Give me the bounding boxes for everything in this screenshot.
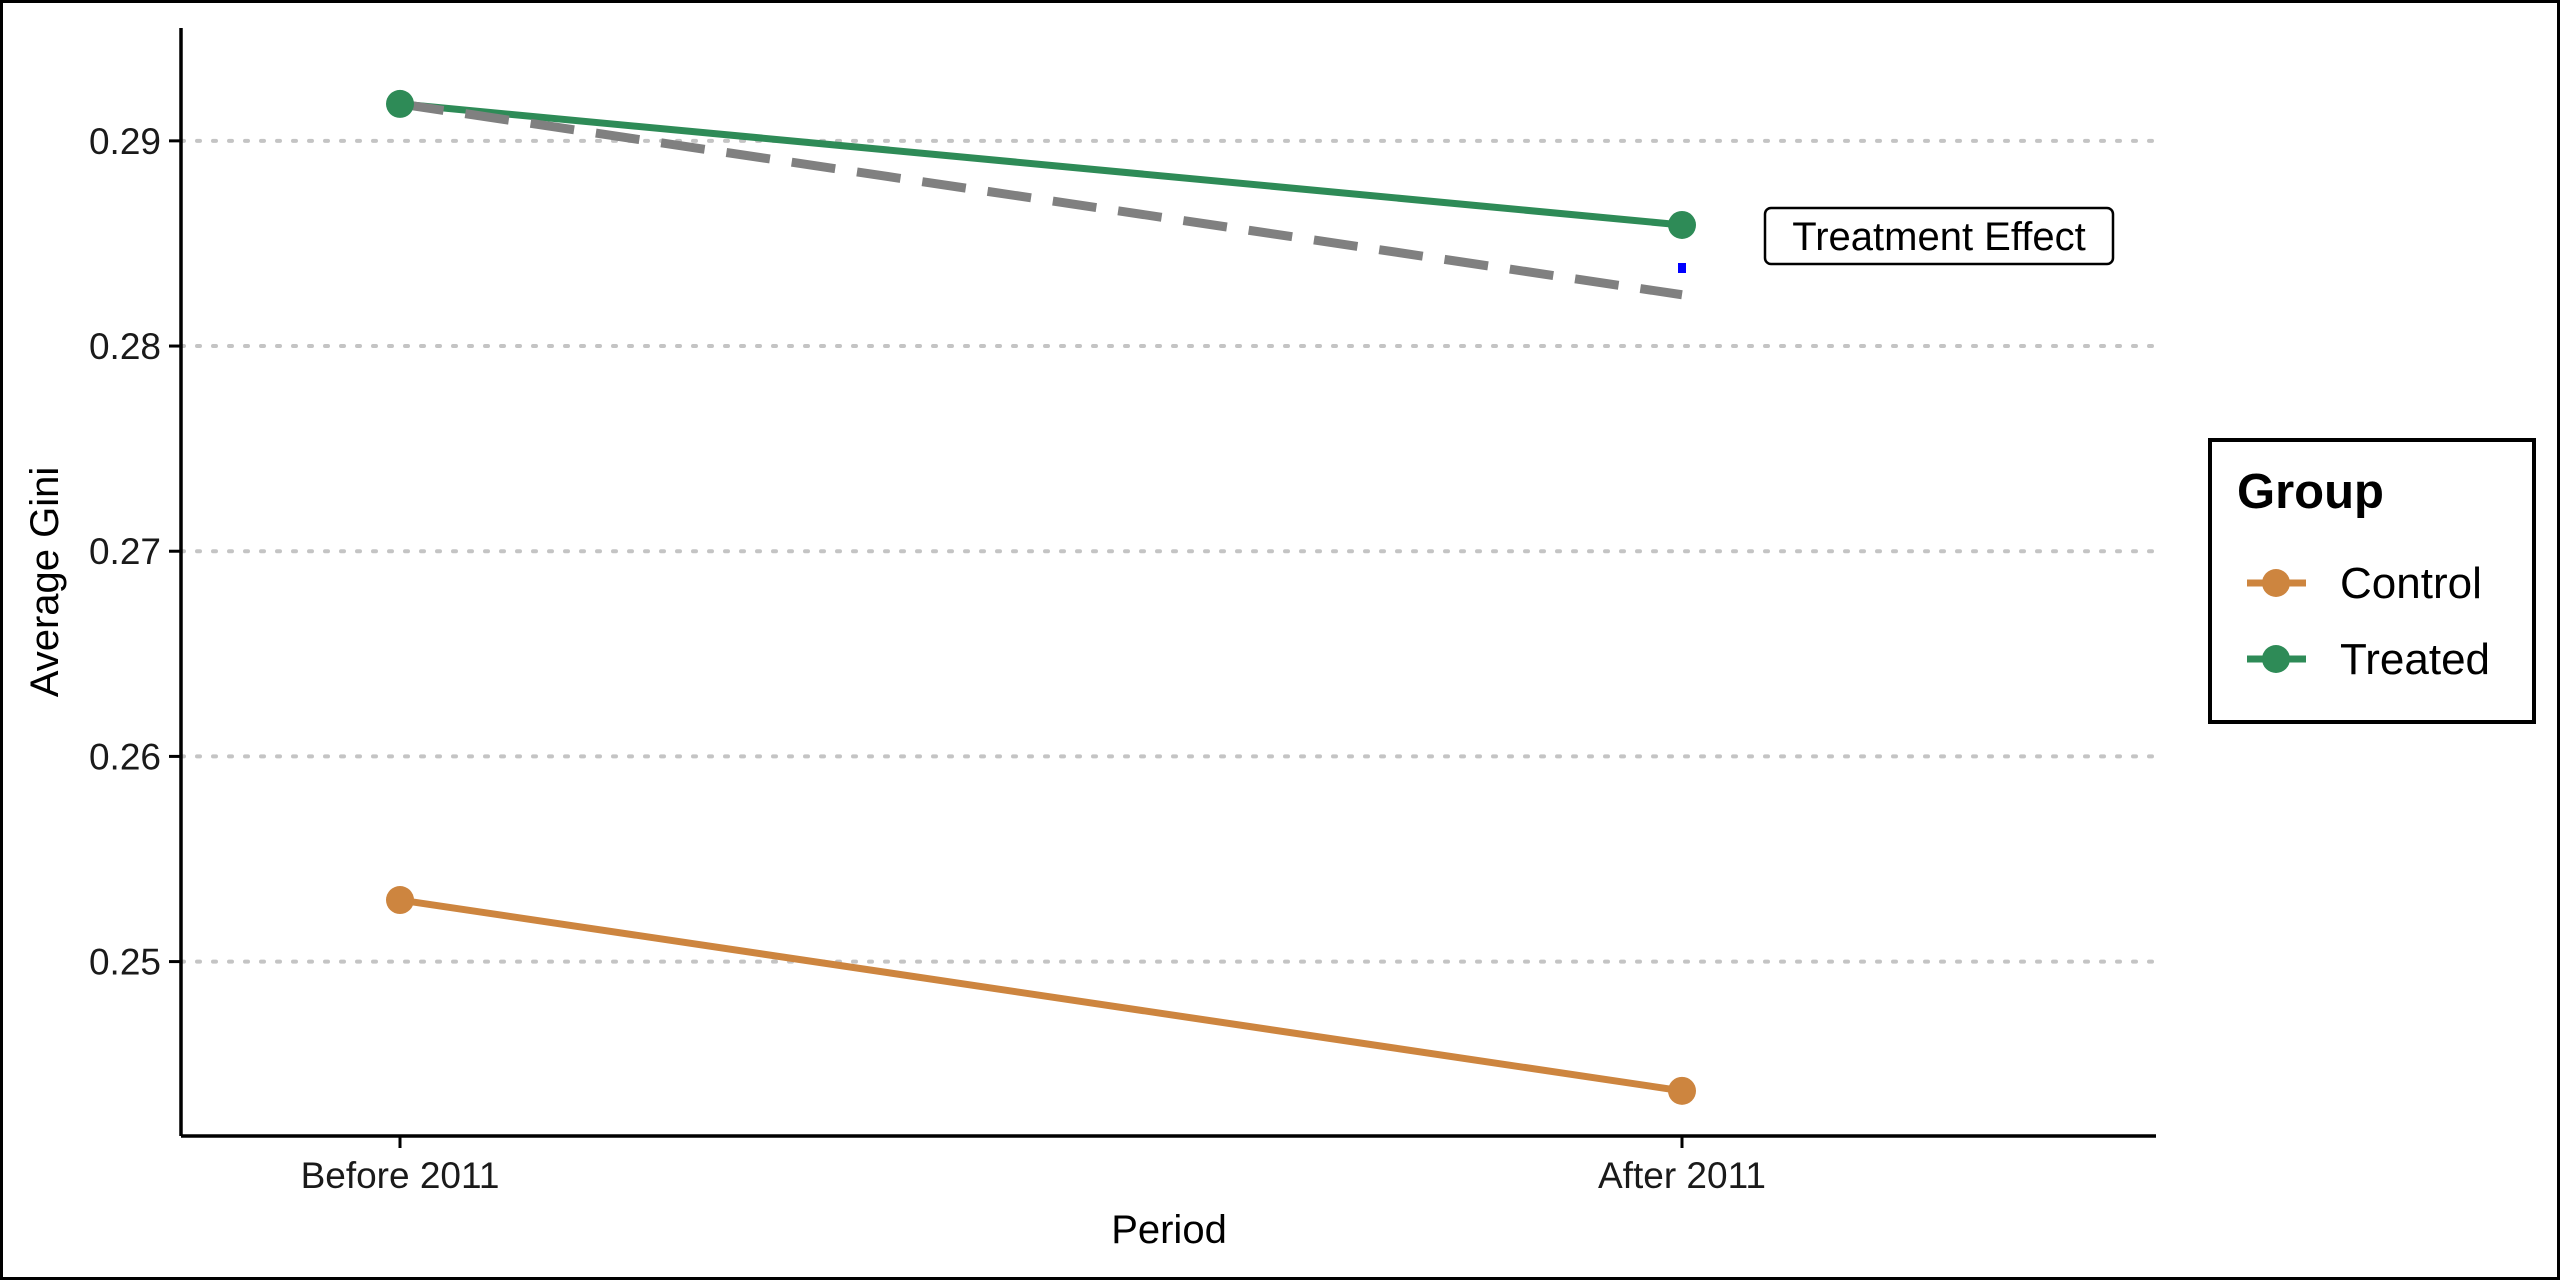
legend-key-point <box>2262 645 2290 673</box>
y-tick-label: 0.27 <box>89 531 161 572</box>
y-tick-label: 0.25 <box>89 942 161 983</box>
legend-label: Treated <box>2340 635 2490 684</box>
legend-label: Control <box>2340 559 2482 608</box>
legend-items: Control Treated <box>2247 559 2490 684</box>
legend-title: Group <box>2237 465 2384 519</box>
legend-key-point <box>2262 569 2290 597</box>
y-axis-title: Average Gini <box>23 467 67 698</box>
annotation-box <box>1763 206 2115 266</box>
y-tick-label: 0.28 <box>89 326 161 367</box>
series-marks <box>386 89 1696 1105</box>
axes <box>179 28 2156 1138</box>
series-line-treated <box>399 100 1683 229</box>
data-point-treated <box>386 89 414 118</box>
series-line-control <box>399 896 1683 1095</box>
x-tick-label: Before 2011 <box>301 1155 500 1196</box>
y-ticks: 0.25 0.26 0.27 0.28 0.29 <box>89 121 181 983</box>
data-point-control <box>1668 1076 1696 1105</box>
annotation: Treatment Effect <box>1763 206 2115 266</box>
data-point-treated <box>1668 210 1696 239</box>
data-point-control <box>386 886 414 915</box>
counterfactual-line <box>399 99 1683 300</box>
y-tick-label: 0.29 <box>89 121 161 162</box>
y-tick-label: 0.26 <box>89 736 161 777</box>
x-ticks: Before 2011 After 2011 <box>301 1136 1766 1196</box>
x-axis-title: Period <box>1111 1208 1227 1252</box>
legend: Group Control Treated <box>2208 438 2536 724</box>
annotation-label: Treatment Effect <box>1792 215 2085 259</box>
x-tick-label: After 2011 <box>1598 1155 1766 1196</box>
